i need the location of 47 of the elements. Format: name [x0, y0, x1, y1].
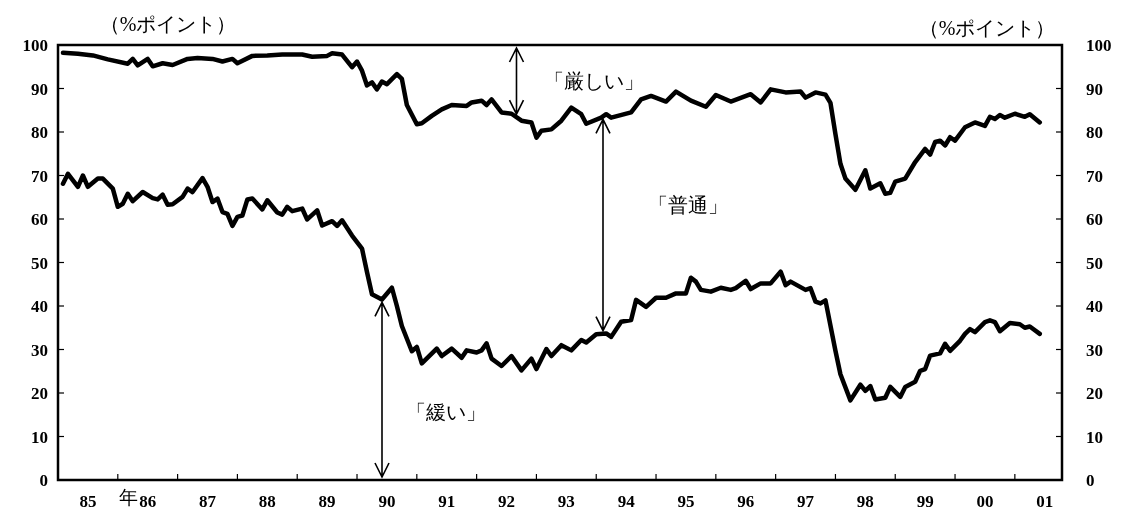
x-tick-label: 95 — [677, 492, 695, 511]
y-tick-label: 50 — [31, 253, 48, 273]
y2-tick-label: 60 — [1086, 210, 1103, 229]
y-tick-label: 10 — [31, 427, 48, 447]
y-tick-label: 30 — [31, 340, 48, 360]
y-tick-label: 70 — [31, 166, 48, 186]
x-tick-label: 89 — [318, 492, 336, 511]
x-tick-label: 98 — [856, 492, 874, 511]
y-tick-label: 90 — [31, 79, 48, 99]
y-tick-label: 60 — [31, 210, 48, 229]
y-tick-label: 40 — [31, 297, 48, 316]
y-tick-label: 0 — [39, 471, 48, 490]
x-tick-label: 96 — [737, 492, 755, 511]
annotation: 「普通」 — [648, 194, 728, 216]
line-series — [60, 50, 1043, 197]
y-axis-title: （%ポイント） — [99, 13, 237, 35]
y2-tick-label: 90 — [1086, 79, 1103, 99]
y2-tick-label: 50 — [1086, 253, 1103, 273]
annotation: 「緩い」 — [406, 401, 486, 423]
y2-tick-label: 80 — [1086, 123, 1103, 142]
y2-tick-label: 20 — [1086, 384, 1103, 403]
x-tick-label: 87 — [199, 492, 217, 511]
y2-tick-label: 0 — [1086, 471, 1095, 490]
y2-tick-label: 10 — [1086, 427, 1103, 447]
y2-tick-label: 70 — [1086, 166, 1103, 186]
y2-tick-label: 100 — [1086, 36, 1112, 55]
y-tick-label: 100 — [22, 36, 48, 55]
x-tick-label: 01 — [1036, 492, 1054, 511]
x-tick-label: 91 — [438, 492, 456, 511]
y2-tick-label: 40 — [1086, 297, 1103, 316]
x-tick-label: 99 — [916, 492, 934, 511]
x-tick-label: 90 — [378, 492, 396, 511]
y2-tick-label: 30 — [1086, 340, 1103, 360]
annotation: 「厳しい」 — [544, 70, 645, 93]
y-tick-label: 80 — [31, 123, 48, 142]
x-tick-label: 88 — [258, 492, 276, 511]
y-tick-label: 20 — [31, 384, 48, 403]
y2-axis-title: （%ポイント） — [918, 17, 1056, 39]
x-tick-label: 93 — [557, 492, 575, 511]
x-axis-title: 年 — [118, 487, 138, 508]
x-tick-label: 97 — [797, 492, 815, 511]
line-series — [60, 171, 1043, 403]
x-tick-label: 85 — [79, 492, 97, 511]
x-tick-label: 00 — [976, 492, 994, 511]
x-tick-label: 94 — [617, 492, 636, 511]
x-tick-label: 86 — [139, 492, 157, 511]
x-tick-label: 92 — [498, 492, 516, 511]
